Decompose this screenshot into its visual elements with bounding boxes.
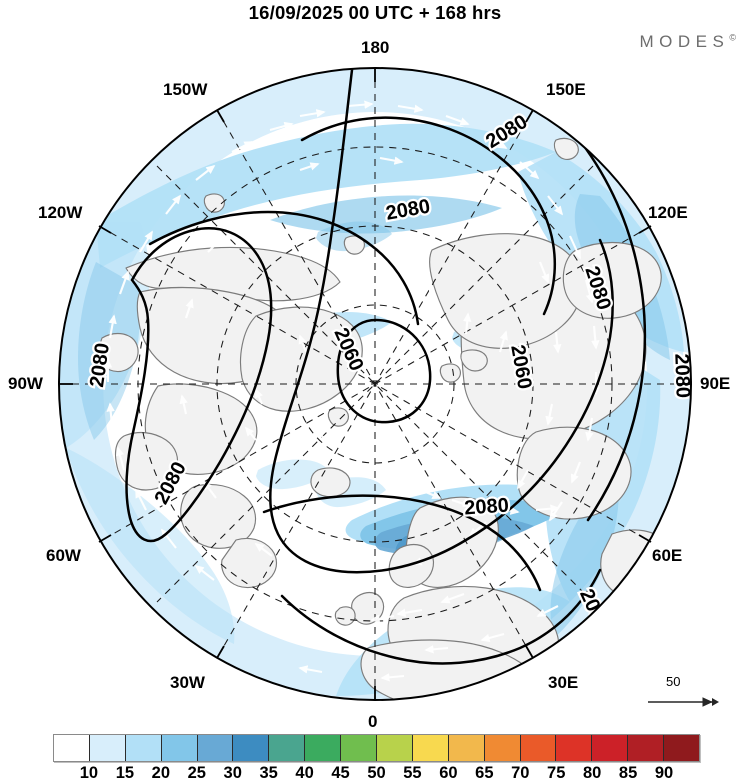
brand-name: MODES xyxy=(639,32,730,51)
meridian-lines xyxy=(59,68,691,700)
colorbar-swatch xyxy=(412,735,449,761)
lon-label-60w: 60W xyxy=(46,546,81,565)
geopotential-contours xyxy=(125,68,647,665)
lon-label-60e: 60E xyxy=(652,546,683,565)
colorbar-swatch xyxy=(341,735,378,761)
modes-logo: MODES© xyxy=(640,32,736,52)
contour-2080-europe xyxy=(262,494,542,592)
contour-label-2080-g: 2080 xyxy=(464,494,510,519)
lon-label-90e: 90E xyxy=(700,374,731,393)
lon-label-0: 0 xyxy=(368,712,378,731)
colorbar-swatch xyxy=(197,735,234,761)
colorbar-tick-label: 90 xyxy=(654,764,674,782)
contour-2080-pacific xyxy=(300,116,557,316)
colorbar-swatch xyxy=(592,735,629,761)
reference-vector-arrow xyxy=(648,697,719,707)
colorbar-swatch xyxy=(628,735,665,761)
contour-label-2080-d: 2080 xyxy=(670,353,694,398)
lon-label-150e: 150E xyxy=(546,80,586,99)
colorbar: 10 15 20 25 30 35 40 45 50 55 60 65 70 75 80 85 90 xyxy=(0,726,750,782)
colorbar-tick-label: 30 xyxy=(223,764,242,782)
wind-vectors xyxy=(103,100,601,682)
colorbar-swatch xyxy=(484,735,521,761)
lon-label-30e: 30E xyxy=(548,673,579,692)
reference-vector-label: 50 xyxy=(666,674,681,689)
lon-label-150w: 150W xyxy=(163,80,208,99)
contour-2080-arc xyxy=(148,210,420,326)
contour-2080-med xyxy=(280,568,602,665)
colorbar-tick-label: 80 xyxy=(582,764,602,782)
contour-2080-western-lobe xyxy=(125,227,273,543)
colorbar-swatch xyxy=(161,735,198,761)
colorbar-tick-label: 45 xyxy=(331,764,350,782)
map-canvas: 2080 2080 2080 2080 2080 2080 2080 2080 … xyxy=(59,68,694,700)
reference-vector: 50 xyxy=(648,674,740,710)
colorbar-tick-label: 10 xyxy=(79,764,99,782)
contour-2080-asia xyxy=(568,126,647,522)
colorbar-tick-label: 35 xyxy=(259,764,278,782)
colorbar-swatch xyxy=(89,735,126,761)
colorbar-swatch xyxy=(520,735,557,761)
colorbar-tick-label: 60 xyxy=(439,764,458,782)
map-edge-ticks xyxy=(59,68,691,700)
colorbar-swatch xyxy=(448,735,485,761)
colorbar-tick-label: 20 xyxy=(151,764,171,782)
colorbar-tick-label: 55 xyxy=(403,764,422,782)
lon-label-90w: 90W xyxy=(8,374,43,393)
lon-label-180: 180 xyxy=(361,38,390,57)
lon-label-120w: 120W xyxy=(38,203,83,222)
polar-map-plot: 2080 2080 2080 2080 2080 2080 2080 2080 … xyxy=(58,67,694,701)
colorbar-ticks: 10 15 20 25 30 35 40 45 50 55 60 65 70 75 80 85 90 xyxy=(53,764,700,784)
colorbar-tick-label: 40 xyxy=(295,764,314,782)
contour-2060-core xyxy=(336,318,432,424)
colorbar-tick-label: 50 xyxy=(367,764,386,782)
colorbar-tick-label: 15 xyxy=(115,764,135,782)
colorbar-tick-label: 75 xyxy=(547,764,566,782)
colorbar-swatch xyxy=(269,735,306,761)
colorbar-swatch xyxy=(125,735,162,761)
colorbar-tick-label: 25 xyxy=(187,764,206,782)
contour-2060-main xyxy=(269,68,614,574)
colorbar-tick-label: 85 xyxy=(618,764,638,782)
page-title: 16/09/2025 00 UTC + 168 hrs xyxy=(248,2,502,23)
colorbar-tick-label: 65 xyxy=(475,764,494,782)
colorbar-swatch xyxy=(377,735,413,761)
colorbar-swatch xyxy=(556,735,593,761)
colorbar-swatches xyxy=(53,734,700,762)
lon-label-30w: 30W xyxy=(170,673,205,692)
copyright-mark: © xyxy=(729,32,736,43)
colorbar-swatch xyxy=(54,735,90,761)
contour-labels: 2080 2080 2080 2080 2080 2080 2080 2080 … xyxy=(84,109,694,638)
colorbar-swatch xyxy=(233,735,270,761)
colorbar-tick-label: 70 xyxy=(511,764,530,782)
colorbar-swatch xyxy=(305,735,342,761)
colorbar-swatch xyxy=(664,735,700,761)
lon-label-120e: 120E xyxy=(648,203,688,222)
